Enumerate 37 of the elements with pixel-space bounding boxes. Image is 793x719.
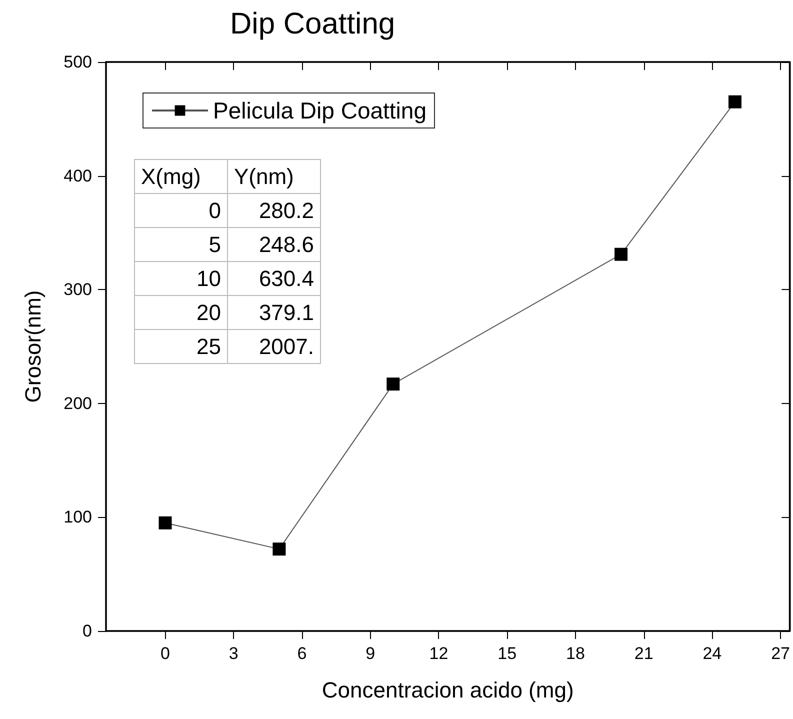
point — [158, 516, 172, 530]
y-tick-label: 200 — [64, 394, 92, 413]
y-tick-label: 500 — [64, 52, 92, 72]
annotation: 25 — [134, 330, 228, 364]
annotation: 280.2 — [228, 194, 320, 228]
point — [614, 248, 628, 261]
point — [272, 542, 286, 556]
y-tick-label: 400 — [64, 166, 92, 186]
x-tick-label: 3 — [228, 644, 238, 663]
point — [728, 95, 742, 108]
x-tick-label: 9 — [366, 644, 376, 663]
x-tick-label: 6 — [297, 644, 307, 663]
x-tick-label: 15 — [498, 644, 517, 663]
annotation: 5 — [134, 228, 228, 262]
x-axis-title: Concentracion acido (mg) — [322, 678, 574, 702]
annotation: 248.6 — [228, 228, 320, 262]
x-tick-label: 12 — [429, 644, 448, 663]
x-tick-label: 27 — [771, 644, 790, 663]
annotation: X(mg) — [134, 160, 228, 194]
chart-title: Dip Coatting — [230, 8, 396, 40]
annotation: 2007. — [228, 330, 320, 364]
x-tick-label: 24 — [702, 644, 722, 663]
annotation: Y(nm) — [228, 160, 320, 194]
annotation: 630.4 — [228, 262, 320, 296]
x-tick-label: 0 — [160, 644, 170, 663]
annotation: 10 — [134, 262, 228, 296]
legend-label: Pelicula Dip Coatting — [213, 98, 427, 124]
annotation: 379.1 — [228, 296, 320, 330]
y-tick-label: 0 — [82, 622, 92, 640]
annotation: 20 — [134, 296, 228, 330]
annotation: 0 — [134, 194, 228, 228]
x-tick-label: 21 — [634, 644, 654, 663]
y-tick-label: 300 — [64, 280, 92, 300]
point — [386, 378, 400, 391]
y-tick-label: 100 — [64, 508, 92, 527]
y-axis-title: Grosor(nm) — [20, 290, 46, 403]
x-tick-label: 18 — [566, 644, 585, 663]
